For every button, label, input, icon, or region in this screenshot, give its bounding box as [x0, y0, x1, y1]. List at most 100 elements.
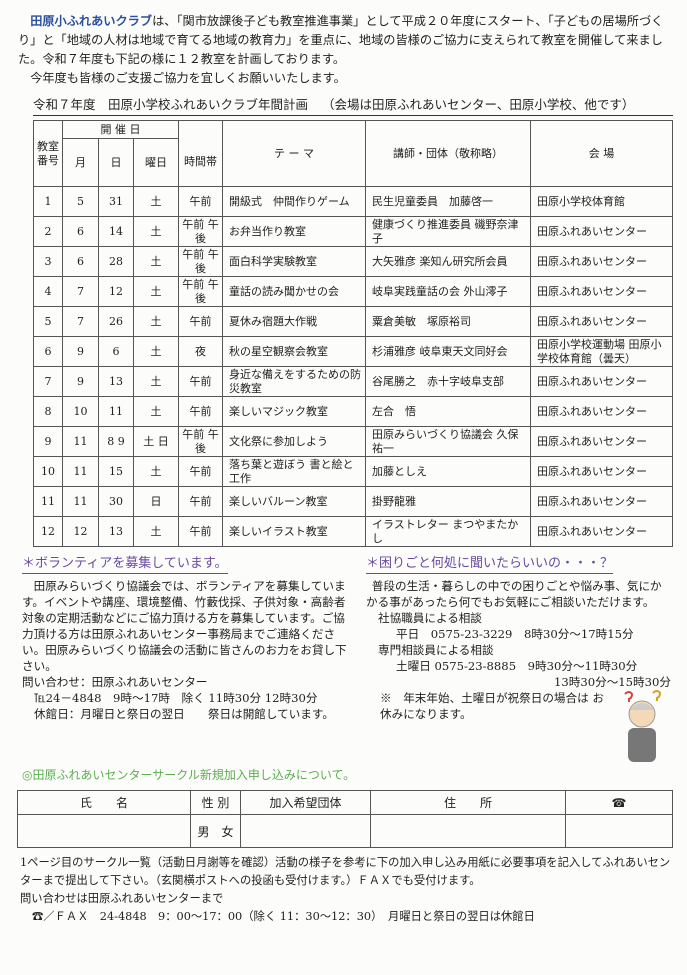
header-no: 教室番号	[33, 120, 63, 187]
cell-month: 11	[62, 456, 99, 487]
cell-theme: 夏休み宿題大作戦	[222, 306, 366, 337]
form-phone-field[interactable]	[565, 814, 673, 848]
plan-row: 2 6 14 土午前 午後 お弁当作り教室 健康づくり推進委員 磯野奈津子 田原ふれあいセン…	[33, 216, 673, 247]
cell-day: 31	[98, 186, 134, 217]
form-header-gender: 性 別	[190, 790, 241, 815]
cell-weekday: 土	[133, 276, 179, 307]
cell-time: 午前	[178, 186, 223, 217]
cell-theme: 楽しいバルーン教室	[222, 486, 366, 517]
header-venue: 会 場	[530, 120, 673, 187]
confused-elderly-illustration-icon	[624, 690, 662, 762]
info-columns: ＊ボランティアを募集しています。 田原みらいづくり協議会では、ボランティアを募集…	[22, 555, 677, 762]
footer-instructions: 1ページ目のサークル一覧（活動日月謝等を確認）活動の様子を参考に下の加入申し込み…	[20, 856, 671, 887]
form-header-address: 住 所	[370, 790, 566, 815]
intro-closing: 今年度も皆様のご支援ご協力を宜しくお願いいたします。	[30, 71, 346, 85]
cell-month: 9	[62, 366, 99, 397]
footer-phone-fax: ☎／ＦＡＸ 24-4848 9：00～17：00（除く 11：30～12：30）…	[32, 910, 535, 923]
cell-weekday: 土	[133, 306, 179, 337]
plan-title-text: 令和７年度 田原小学校ふれあいクラブ年間計画	[33, 97, 309, 112]
form-gender-field[interactable]: 男 女	[190, 814, 241, 848]
cell-theme: 秋の星空観察会教室	[222, 336, 366, 367]
cell-month: 11	[62, 426, 99, 457]
cell-month: 6	[62, 246, 99, 277]
cell-lecturer: 杉浦雅彦 岐阜東天文同好会	[365, 336, 531, 367]
cell-no: 10	[33, 456, 63, 487]
cell-no: 8	[33, 396, 63, 427]
plan-row: 3 6 28 土午前 午後 面白科学実験教室 大矢雅彦 楽知ん研究所会員 田原ふれあいセンタ…	[33, 246, 673, 277]
cell-time: 午前 午後	[178, 426, 223, 457]
cell-month: 6	[62, 216, 99, 247]
consult-note: ※ 年末年始、土曜日が祝祭日の場合は お休みになります。	[380, 691, 604, 721]
cell-lecturer: 民生児童委員 加藤啓一	[365, 186, 531, 217]
volunteer-closed: 休館日：月曜日と祭日の翌日 祭日は開館しています。	[34, 707, 334, 721]
cell-no: 3	[33, 246, 63, 277]
cell-month: 7	[62, 276, 99, 307]
form-name-field[interactable]	[17, 814, 191, 848]
cell-theme: 童話の読み聞かせの会	[222, 276, 366, 307]
cell-day: 26	[98, 306, 134, 337]
cell-theme: 面白科学実験教室	[222, 246, 366, 277]
cell-day: 15	[98, 456, 134, 487]
cell-month: 12	[62, 516, 99, 547]
cell-day: 13	[98, 516, 134, 547]
cell-time: 午前	[178, 516, 223, 547]
cell-month: 9	[62, 336, 99, 367]
plan-title: 令和７年度 田原小学校ふれあいクラブ年間計画 （会場は田原ふれあいセンター、田原小…	[33, 96, 673, 116]
header-month: 月	[62, 138, 99, 187]
consult-body: 普段の生活・暮らしの中での困りごとや悩み事、気にかかる事があったら何でもお気軽に…	[366, 579, 662, 609]
header-weekday: 曜日	[133, 138, 179, 187]
cell-weekday: 土 日	[133, 426, 179, 457]
cell-venue: 田原ふれあいセンター	[530, 456, 673, 487]
cell-theme: 文化祭に参加しよう	[222, 426, 366, 457]
intro: 田原小ふれあいクラブは、「関市放課後子ども教室推進事業」として平成２０年度にスタ…	[18, 12, 673, 88]
intro-text: は、「関市放課後子ども教室推進事業」として平成２０年度にスタート、「子どもの居場…	[18, 14, 664, 66]
cell-venue: 田原ふれあいセンター	[530, 306, 673, 337]
cell-theme: 落ち葉と遊ぼう 書と絵と工作	[222, 456, 366, 487]
form-header-phone: ☎	[565, 790, 673, 815]
annual-plan-table: 教室番号開 催 日テ ー マ講師・団体（敬称略）会 場 月日曜日 時間帯 1 5 31…	[33, 120, 673, 547]
volunteer-heading: ＊ボランティアを募集しています。	[22, 555, 228, 574]
membership-form: 氏 名 性 別 加入希望団体 住 所 ☎ 男 女	[17, 790, 673, 848]
volunteer-tel: ℡24－4848 9時～17時 除く 11時30分 12時30分	[34, 691, 318, 705]
cell-theme: 身近な備えをするための防災教室	[222, 366, 366, 397]
header-date: 開 催 日	[62, 120, 179, 139]
cell-theme: 開級式 仲間作りゲーム	[222, 186, 366, 217]
cell-no: 1	[33, 186, 63, 217]
cell-no: 7	[33, 366, 63, 397]
plan-row: 7 9 13 土午前 身近な備えをするための防災教室 谷尾勝之 赤十字岐阜支部 田原ふれあい…	[33, 366, 673, 397]
cell-lecturer: 左合 悟	[365, 396, 531, 427]
form-group-field[interactable]	[240, 814, 371, 848]
cell-month: 5	[62, 186, 99, 217]
cell-theme: お弁当作り教室	[222, 216, 366, 247]
plan-row: 8 10 11 土午前 楽しいマジック教室 左合 悟田原ふれあいセンター	[33, 396, 673, 427]
volunteer-section: ＊ボランティアを募集しています。 田原みらいづくり協議会では、ボランティアを募集…	[22, 555, 352, 762]
cell-no: 11	[33, 486, 63, 517]
cell-no: 6	[33, 336, 63, 367]
cell-no: 4	[33, 276, 63, 307]
cell-lecturer: 田原みらいづくり協議会 久保祐一	[365, 426, 531, 457]
cell-day: 28	[98, 246, 134, 277]
cell-day: 6	[98, 336, 134, 367]
cell-time: 午前	[178, 396, 223, 427]
cell-time: 午前	[178, 366, 223, 397]
cell-weekday: 土	[133, 216, 179, 247]
cell-no: 2	[33, 216, 63, 247]
plan-note: （会場は田原ふれあいセンター、田原小学校、他です）	[322, 97, 635, 112]
cell-no: 9	[33, 426, 63, 457]
plan-row: 11 11 30 日午前 楽しいバルーン教室 掛野龍雅 田原ふれあいセンター	[33, 486, 673, 517]
consult-expert-label: 専門相談員による相談	[378, 643, 494, 657]
cell-weekday: 土	[133, 246, 179, 277]
cell-theme: 楽しいマジック教室	[222, 396, 366, 427]
consult-heading: ＊困りごと何処に聞いたらいいの・・・？	[366, 555, 614, 574]
consult-expert-line2: 13時30分～15時30分	[554, 675, 671, 689]
consult-note-row: ※ 年末年始、土曜日が祝祭日の場合は お休みになります。	[366, 690, 671, 762]
header-time: 時間帯	[178, 138, 223, 187]
cell-lecturer: 健康づくり推進委員 磯野奈津子	[365, 216, 531, 247]
cell-weekday: 土	[133, 336, 179, 367]
consult-text: 普段の生活・暮らしの中での困りごとや悩み事、気にかかる事があったら何でもお気軽に…	[366, 578, 671, 762]
cell-venue: 田原ふれあいセンター	[530, 396, 673, 427]
cell-time: 午前 午後	[178, 276, 223, 307]
cell-weekday: 土	[133, 366, 179, 397]
form-address-field[interactable]	[370, 814, 566, 848]
